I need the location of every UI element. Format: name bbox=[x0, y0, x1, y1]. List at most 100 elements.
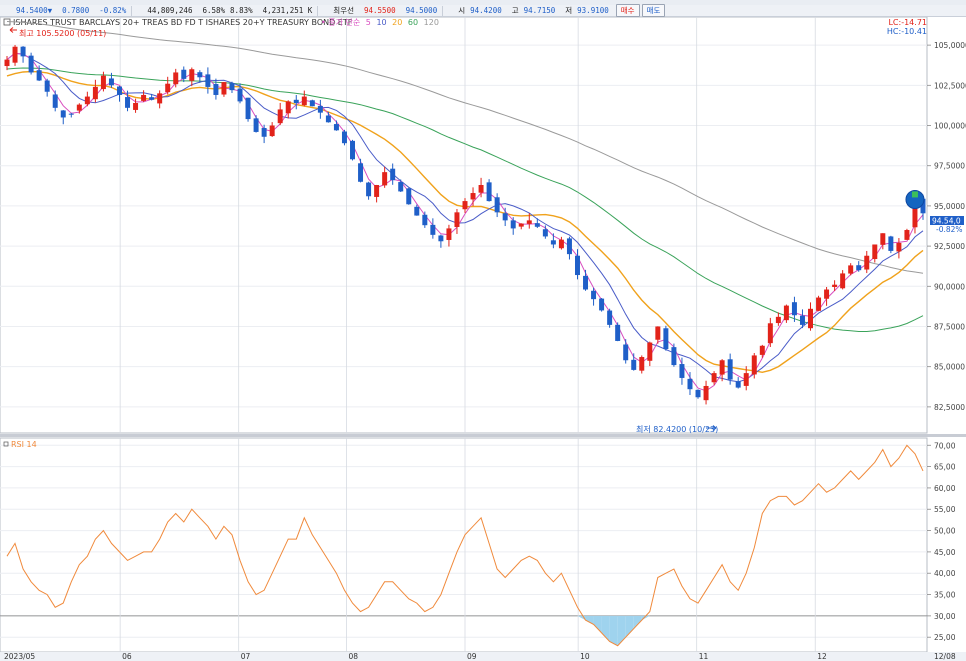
rsi-oversold-segment bbox=[593, 615, 602, 633]
buy-button[interactable]: 매수 bbox=[615, 4, 640, 17]
hc-label: HC:-10.41 bbox=[887, 27, 927, 36]
price-panel bbox=[0, 17, 928, 434]
rsi-tick-label: 25,00 bbox=[934, 633, 956, 642]
candle-body bbox=[117, 86, 122, 95]
candle-body bbox=[245, 97, 251, 120]
candle-body bbox=[221, 82, 227, 95]
rsi-collapse-icon[interactable] bbox=[3, 441, 9, 447]
volume: 44,809,246 bbox=[147, 6, 193, 15]
candle-body bbox=[374, 185, 380, 197]
current-price-label: 94.54,0 bbox=[932, 217, 961, 226]
candle-body bbox=[711, 373, 717, 383]
last-price: 94.5400▼ bbox=[0, 6, 57, 15]
ma60-line bbox=[6, 67, 924, 332]
rsi-tick-label: 55,00 bbox=[934, 505, 956, 514]
change-percent: -0.82% bbox=[99, 6, 127, 15]
candle-body bbox=[615, 324, 621, 341]
ma-legend-label: 종가 단순 bbox=[328, 17, 360, 27]
ma120-line-group bbox=[6, 21, 924, 274]
candle-body bbox=[325, 115, 331, 123]
candle-body bbox=[28, 55, 34, 73]
candle-body bbox=[181, 69, 187, 79]
candle-body bbox=[751, 355, 757, 375]
date-label: 12 bbox=[817, 652, 827, 661]
candle-body bbox=[406, 188, 412, 205]
candle-body bbox=[253, 118, 259, 132]
lc-label: LC:-14.71 bbox=[888, 18, 927, 27]
chart-title-group: ISHARES TRUST BARCLAYS 20+ TREAS BD FD T… bbox=[3, 17, 927, 449]
candle-body bbox=[446, 228, 452, 240]
date-label: 07 bbox=[241, 652, 251, 661]
candle-body bbox=[679, 364, 685, 378]
ma60-line-group bbox=[6, 67, 924, 332]
candle-body bbox=[510, 220, 516, 229]
candle-body bbox=[896, 242, 902, 252]
candle-body bbox=[197, 72, 203, 78]
candle-body bbox=[189, 69, 195, 81]
date-label: 11 bbox=[699, 652, 709, 661]
candle-body bbox=[840, 273, 846, 289]
candle-body bbox=[390, 168, 396, 181]
candle-body bbox=[382, 172, 388, 186]
date-label: 09 bbox=[467, 652, 477, 661]
ma-legend-dot: • bbox=[321, 18, 328, 27]
candle-body bbox=[84, 96, 90, 105]
open-price: 94.4200 bbox=[470, 6, 502, 15]
rsi-oversold-segment bbox=[625, 615, 634, 638]
candle-body bbox=[542, 229, 548, 237]
candle-body bbox=[317, 105, 323, 113]
candle-body bbox=[430, 224, 436, 235]
candle-body bbox=[309, 100, 315, 107]
candle-body bbox=[880, 233, 886, 245]
date-label: 2023/05 bbox=[4, 652, 35, 661]
current-price-tag bbox=[930, 216, 964, 225]
rsi-tick-label: 35,00 bbox=[934, 591, 956, 600]
highlight-marker[interactable] bbox=[905, 189, 925, 209]
price-tick-label: 82,5000 bbox=[934, 403, 965, 412]
candle-body bbox=[671, 347, 677, 366]
ma60-legend: 60 bbox=[408, 18, 418, 27]
rsi-grid bbox=[0, 444, 927, 638]
down-arrow-icon: ▼ bbox=[47, 6, 53, 15]
candle-body bbox=[735, 381, 741, 388]
candle-body bbox=[108, 78, 114, 86]
low-annotation: 최저 82.4200 (10/23) bbox=[636, 424, 718, 434]
ma5-legend: 5 bbox=[366, 18, 371, 27]
candle-body bbox=[599, 298, 605, 311]
sell-button[interactable]: 매도 bbox=[641, 4, 666, 17]
high-annotation: 최고 105.5200 (05/11) bbox=[19, 28, 106, 38]
bid-price: 94.5500 bbox=[364, 6, 396, 15]
price-tick-label: 85,0000 bbox=[934, 363, 965, 372]
candle-body bbox=[462, 201, 468, 210]
candle-body bbox=[454, 212, 460, 227]
quote-bar: 94.5400▼ 0.7800 -0.82% 44,809,246 6.58% … bbox=[0, 4, 966, 17]
candle-body bbox=[759, 345, 765, 355]
candle-body bbox=[470, 193, 476, 200]
candle-body bbox=[165, 83, 171, 93]
x-axis-bar bbox=[0, 652, 966, 661]
low-label: 저 bbox=[565, 6, 573, 15]
open-label: 시 bbox=[458, 6, 466, 15]
high-label: 고 bbox=[511, 6, 519, 15]
top-toolbar-strip bbox=[0, 0, 966, 5]
candle-body bbox=[486, 182, 492, 202]
candle-body bbox=[277, 109, 283, 124]
change-value: 0.7800 bbox=[62, 6, 90, 15]
price-axis: 105,0000 102,5000 100,0000 97,5000 95,0000 92… bbox=[927, 41, 966, 412]
candle-body bbox=[366, 182, 372, 197]
candle-body bbox=[438, 235, 444, 242]
rsi-oversold-segment bbox=[585, 615, 594, 625]
candle-body bbox=[205, 74, 211, 87]
date-axis: 2023/05 06 07 08 09 10 11 12 12/08 bbox=[4, 652, 956, 661]
price-chart[interactable]: ISHARES TRUST BARCLAYS 20+ TREAS BD FD T… bbox=[0, 17, 966, 661]
rsi-line bbox=[6, 444, 924, 647]
candle-body bbox=[639, 357, 645, 371]
candle-body bbox=[799, 315, 805, 325]
rsi-oversold-segment bbox=[633, 615, 642, 629]
candle-body bbox=[743, 373, 749, 386]
rsi-oversold-fill bbox=[577, 615, 650, 646]
candle-body bbox=[213, 84, 219, 95]
candle-body bbox=[695, 389, 701, 398]
candle-body bbox=[261, 127, 267, 137]
turnover-percent: 8.83% bbox=[230, 6, 253, 15]
